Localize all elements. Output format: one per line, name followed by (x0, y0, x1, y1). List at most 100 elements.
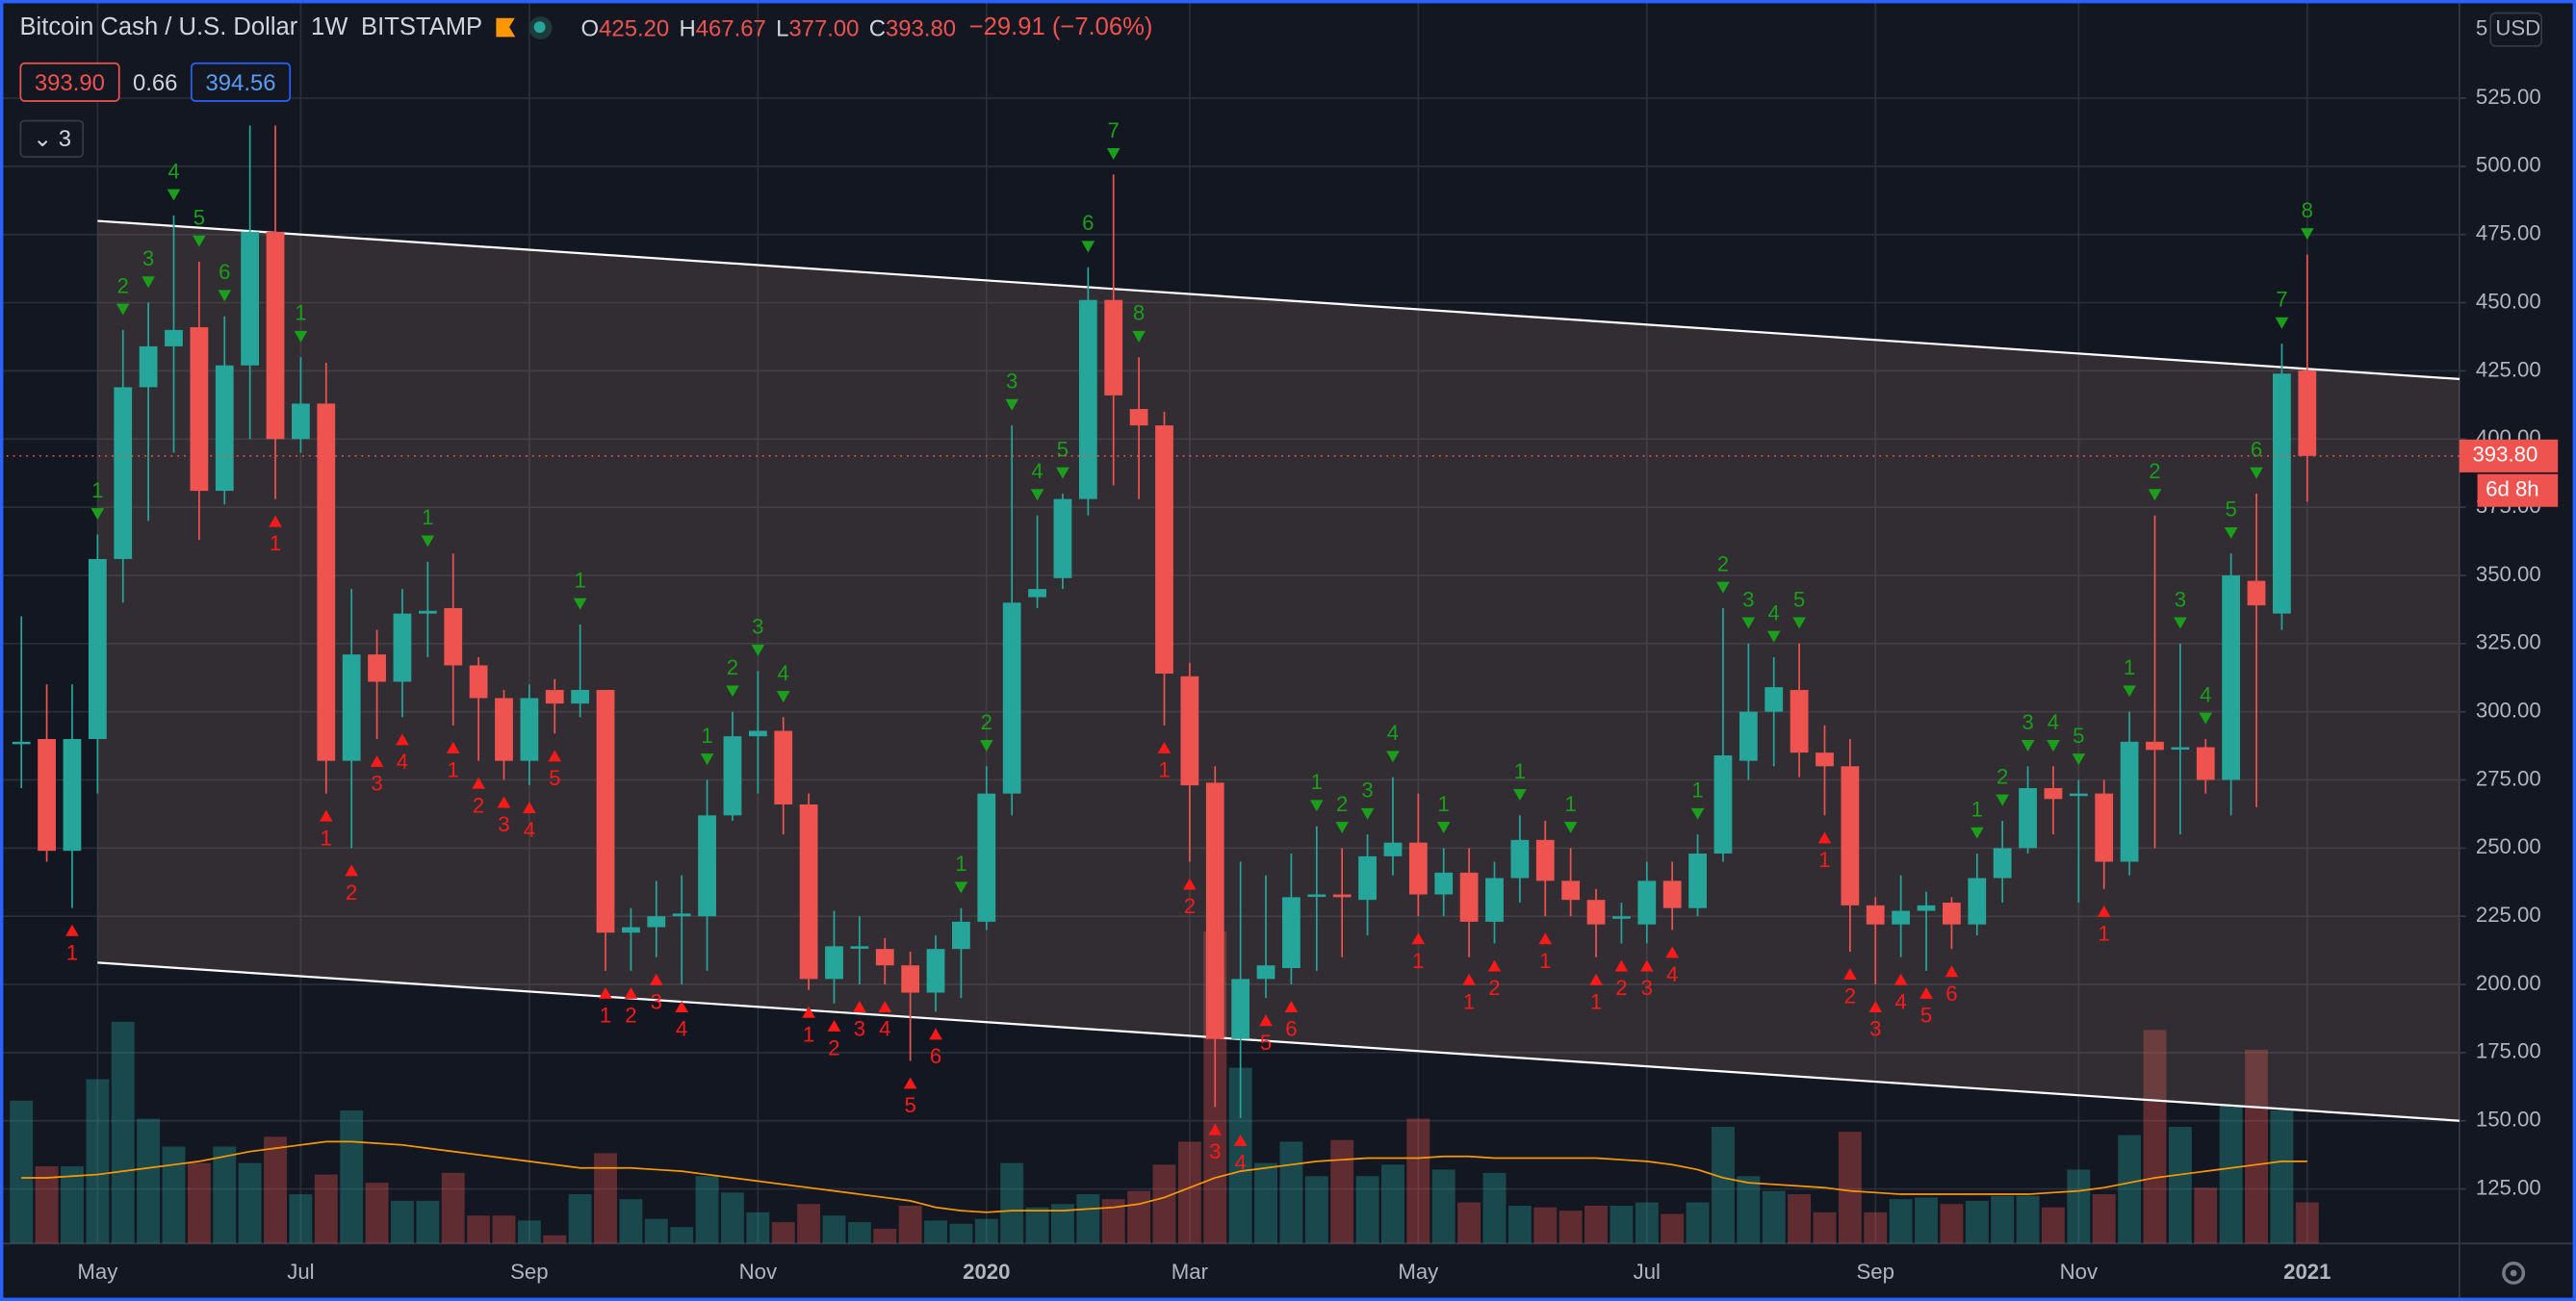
candle-body (2069, 793, 2088, 797)
td-sell-count: 5 (1057, 437, 1069, 461)
ohlc-value: 467.67 (695, 13, 766, 40)
x-tick-label: Mar (1172, 1260, 1209, 1284)
td-buy-count: 6 (1285, 1017, 1297, 1041)
y-tick-label: 150.00 (2476, 1108, 2541, 1132)
volume-bar (162, 1146, 186, 1244)
candle-body (774, 730, 793, 804)
td-sell-marker (1563, 822, 1578, 833)
gear[interactable] (2502, 1262, 2526, 1285)
volume-bar (1991, 1195, 2015, 1244)
indicator-toggle[interactable]: ⌄ 3 (19, 119, 85, 158)
x-tick-label: May (1398, 1260, 1439, 1284)
volume-bar (365, 1183, 389, 1244)
channel-fill (97, 220, 2460, 1121)
volume-bar (1254, 1162, 1277, 1244)
candle-body (1104, 299, 1123, 395)
symbol[interactable]: Bitcoin Cash / U.S. Dollar (19, 13, 298, 41)
volume-bar (314, 1174, 338, 1244)
td-sell-count: 5 (193, 206, 205, 230)
candle-body (292, 403, 310, 440)
td-buy-marker (319, 809, 333, 822)
td-buy-count: 6 (1945, 982, 1957, 1006)
volume-bar (86, 1079, 110, 1244)
candle-body (571, 689, 590, 704)
volume-bar (1737, 1176, 1761, 1244)
td-sell-count: 3 (752, 615, 763, 639)
candle-body (1943, 903, 1961, 925)
buy-button[interactable]: 394.56 (191, 62, 291, 102)
candle-body (1078, 299, 1097, 499)
td-sell-count: 4 (778, 661, 789, 685)
td-buy-marker (548, 750, 562, 762)
flag-icon[interactable] (495, 16, 516, 38)
x-tick-label: May (77, 1260, 118, 1284)
ohlc-value: 377.00 (788, 13, 860, 40)
td-sell-marker (1335, 822, 1350, 833)
td-buy-count: 1 (321, 826, 332, 850)
volume-bar (517, 1220, 541, 1244)
td-buy-marker (269, 515, 282, 527)
td-buy-count: 1 (1539, 949, 1551, 973)
td-sell-count: 6 (2251, 437, 2262, 461)
candle-body (875, 949, 894, 966)
volume-bar (619, 1199, 643, 1244)
settings-icon[interactable] (2502, 1262, 2526, 1285)
gear-hub[interactable] (2510, 1269, 2517, 1277)
td-sell-count: 8 (1133, 301, 1145, 325)
candle-body (1485, 878, 1504, 922)
candle-body (926, 949, 945, 993)
td-sell-marker (2123, 685, 2136, 698)
y-tick-label: 475.00 (2476, 221, 2541, 245)
y-tick-label: 225.00 (2476, 903, 2541, 927)
candle-body (418, 610, 437, 614)
volume-bar (1635, 1202, 1659, 1244)
volume-bar (391, 1200, 414, 1244)
td-sell-marker (1132, 330, 1146, 343)
td-sell-marker (2047, 740, 2060, 752)
td-sell-count: 2 (117, 273, 129, 297)
ohlc-value: 393.80 (885, 13, 957, 40)
candle-body (1129, 409, 1148, 426)
candle-body (495, 698, 513, 761)
td-sell-count: 1 (955, 852, 966, 876)
volume-bar (898, 1205, 922, 1244)
td-buy-marker (1487, 959, 1502, 972)
volume-bar (1152, 1164, 1176, 1244)
grid (0, 0, 2460, 1244)
td-buy-marker (1665, 946, 1680, 958)
change: −29.91 (−7.06%) (968, 13, 1153, 41)
volume-bar (2168, 1127, 2192, 1244)
candle-body (444, 607, 463, 666)
td-sell-marker (1792, 617, 1806, 629)
volume-bar (1813, 1212, 1837, 1244)
td-sell-marker (2174, 617, 2187, 629)
volume-bar (1915, 1197, 1938, 1244)
td-sell-marker (2199, 712, 2213, 725)
td-buy-count: 1 (600, 1004, 611, 1028)
sell-button[interactable]: 393.90 (19, 62, 120, 102)
td-buy-count: 2 (1615, 976, 1627, 1000)
interval[interactable]: 1W (310, 13, 348, 41)
volume-bar (2067, 1169, 2091, 1244)
td-buy-count: 1 (1412, 949, 1424, 973)
candle-body (1358, 855, 1377, 901)
candle-body (1002, 602, 1021, 794)
axes: 125.00 150.00 175.00 200.00 225.00 250.00 275.… (0, 12, 2559, 1284)
candle-body (190, 327, 209, 492)
candle-body (1790, 689, 1809, 753)
x-tick-label: Jul (1634, 1260, 1661, 1284)
td-buy-count: 5 (1920, 1004, 1932, 1028)
td-sell-marker (2250, 467, 2263, 479)
candle-body (393, 613, 412, 682)
y-tick-label: 325.00 (2476, 630, 2541, 654)
volume-bar (111, 1021, 135, 1244)
td-sell-marker (726, 685, 739, 698)
candle-body (952, 921, 970, 950)
candle-body (1053, 498, 1072, 578)
volume-bar (873, 1228, 897, 1244)
volume-bar (721, 1192, 744, 1244)
td-sell-count: 1 (1311, 770, 1323, 794)
ohlc-item: O425.20 (581, 14, 670, 40)
td-sell-count: 1 (1691, 778, 1703, 803)
